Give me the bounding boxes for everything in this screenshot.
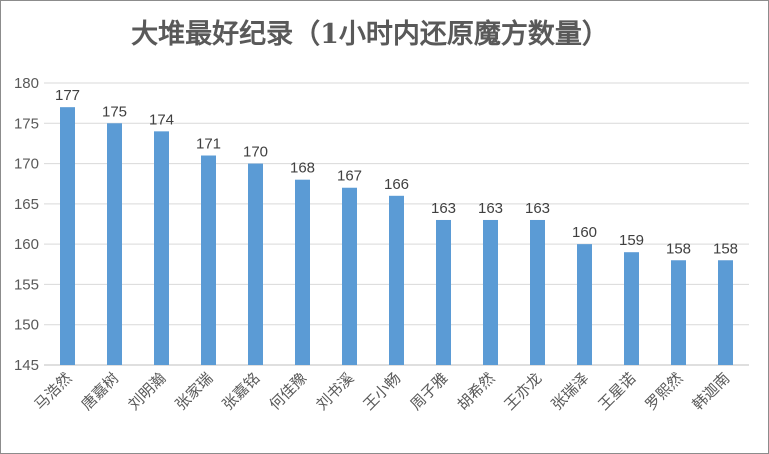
bar: [295, 179, 310, 365]
bar: [389, 195, 404, 365]
bar: [342, 187, 357, 365]
category-label: 刘书溪: [313, 369, 358, 414]
data-label: 168: [290, 160, 315, 177]
data-label: 166: [384, 176, 409, 193]
category-label: 王小畅: [360, 369, 405, 414]
category-label: 刘明瀚: [125, 369, 170, 414]
data-label: 171: [196, 136, 221, 153]
category-label: 唐嘉树: [78, 369, 123, 414]
category-label: 张瑞泽: [548, 369, 593, 414]
bar: [718, 260, 733, 365]
bar: [483, 219, 498, 365]
data-label: 163: [525, 200, 550, 217]
category-label: 王亦龙: [501, 369, 546, 414]
data-label: 170: [243, 144, 268, 161]
y-tick-label: 170: [14, 156, 39, 173]
data-label: 158: [713, 240, 738, 257]
category-label: 周子雅: [407, 369, 452, 414]
bars: [60, 107, 733, 366]
category-label: 王星诺: [595, 369, 640, 414]
y-tick-label: 145: [14, 357, 39, 374]
bar: [60, 107, 75, 366]
category-label: 何佳豫: [266, 369, 311, 414]
bar: [577, 244, 592, 365]
data-label: 174: [149, 111, 174, 128]
bar: [530, 219, 545, 365]
bar: [201, 155, 216, 365]
category-label: 胡希然: [454, 369, 499, 414]
data-label: 160: [572, 224, 597, 241]
y-tick-label: 150: [14, 317, 39, 334]
bar: [671, 260, 686, 365]
data-labels: 177 175 174 171 170 168 167 166 163 163 163 160 159 1…: [55, 87, 738, 257]
x-axis-categories: 马浩然 唐嘉树 刘明瀚 张家瑞 张嘉铭 何佳豫 刘书溪 王小畅 周子雅 胡希然 王亦龙 张瑞泽 王星诺罗…: [31, 369, 734, 414]
data-label: 163: [431, 200, 456, 217]
y-tick-label: 175: [14, 115, 39, 132]
chart-title: 大堆最好纪录（1小时内还原魔方数量）: [131, 18, 609, 50]
category-label: 马浩然: [31, 369, 76, 414]
category-label: 张家瑞: [172, 369, 217, 414]
data-label: 177: [55, 87, 80, 104]
bar: [436, 219, 451, 365]
y-tick-label: 180: [14, 75, 39, 92]
y-tick-label: 165: [14, 196, 39, 213]
data-label: 175: [102, 103, 127, 120]
y-tick-label: 155: [14, 276, 39, 293]
category-label: 张嘉铭: [219, 369, 264, 414]
bar: [624, 252, 639, 365]
category-label: 罗熙然: [642, 369, 687, 414]
category-label: 韩迦南: [689, 369, 734, 414]
y-tick-label: 160: [14, 236, 39, 253]
bar: [248, 163, 263, 365]
data-label: 159: [619, 232, 644, 249]
data-label: 158: [666, 240, 691, 257]
bar: [154, 131, 169, 365]
y-axis-ticks: 145 150 155 160 165 170 175 180: [14, 75, 39, 374]
bar: [107, 123, 122, 366]
data-label: 167: [337, 168, 362, 185]
data-label: 163: [478, 200, 503, 217]
